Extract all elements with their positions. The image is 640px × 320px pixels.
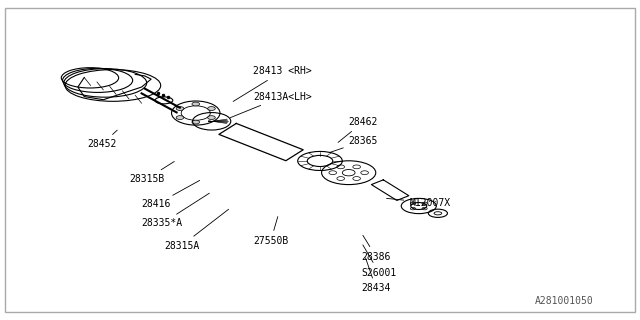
Circle shape <box>176 107 184 110</box>
Text: 28416: 28416 <box>141 180 200 209</box>
Text: 28452: 28452 <box>88 130 117 149</box>
Circle shape <box>192 120 200 124</box>
Circle shape <box>207 107 215 110</box>
Text: 28413 <RH>: 28413 <RH> <box>233 66 312 101</box>
Text: 27550B: 27550B <box>253 217 289 246</box>
Text: S26001: S26001 <box>362 245 397 278</box>
Text: 28386: 28386 <box>362 235 391 262</box>
Text: M12007X: M12007X <box>387 198 451 208</box>
Text: 28315B: 28315B <box>129 162 174 184</box>
Text: 28434: 28434 <box>362 258 391 293</box>
Circle shape <box>207 116 215 119</box>
Text: A281001050: A281001050 <box>535 296 594 306</box>
Text: 28335*A: 28335*A <box>141 193 209 228</box>
Text: 28413A<LH>: 28413A<LH> <box>230 92 312 118</box>
Text: 28365: 28365 <box>329 136 378 153</box>
Circle shape <box>176 116 184 119</box>
Text: 28315A: 28315A <box>164 209 228 251</box>
Circle shape <box>192 102 200 106</box>
Text: 28462: 28462 <box>338 117 378 142</box>
